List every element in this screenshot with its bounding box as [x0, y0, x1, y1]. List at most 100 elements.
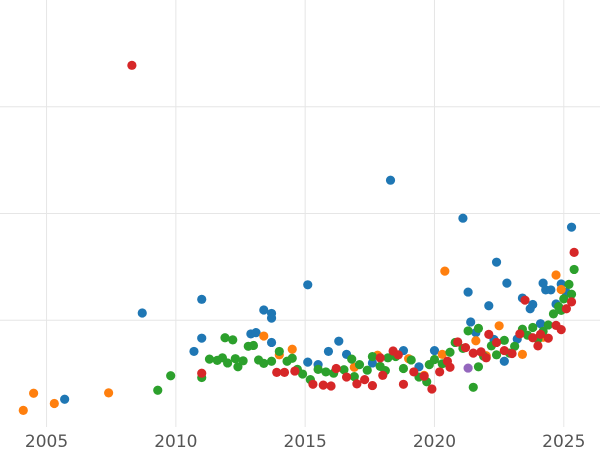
data-point-green	[566, 289, 577, 299]
data-point-green	[287, 353, 297, 363]
data-point-blue	[566, 222, 577, 232]
data-point-green	[362, 365, 372, 375]
data-point-orange	[517, 349, 528, 360]
data-points	[18, 60, 579, 415]
data-point-green	[463, 326, 473, 336]
data-point-blue	[546, 285, 556, 295]
data-point-green	[153, 385, 163, 395]
data-point-red	[419, 371, 429, 381]
data-point-orange	[556, 284, 566, 295]
grid-lines	[0, 0, 600, 427]
data-point-blue	[323, 346, 334, 357]
series-red	[127, 60, 579, 394]
data-point-green	[528, 322, 538, 333]
data-point-blue	[197, 294, 207, 304]
data-point-red	[520, 295, 530, 305]
data-point-red	[445, 362, 455, 372]
data-point-red	[460, 342, 471, 353]
data-point-blue	[266, 337, 277, 348]
data-point-green	[491, 350, 502, 360]
data-point-red	[290, 366, 300, 376]
data-point-red	[476, 347, 486, 357]
data-point-green	[445, 347, 455, 357]
data-point-green	[266, 356, 277, 366]
data-point-red	[308, 379, 318, 389]
data-point-green	[349, 372, 359, 382]
data-point-red	[360, 375, 370, 385]
data-point-red	[326, 381, 336, 391]
data-point-red	[393, 350, 403, 360]
data-point-green	[559, 294, 569, 304]
data-point-orange	[18, 405, 28, 415]
data-point-red	[535, 329, 546, 339]
data-point-red	[515, 329, 525, 339]
data-point-green	[233, 362, 243, 372]
data-point-red	[197, 368, 207, 378]
data-point-green	[297, 369, 308, 379]
data-point-red	[491, 337, 502, 348]
data-point-green	[339, 365, 349, 375]
data-point-blue	[502, 278, 512, 288]
data-point-orange	[440, 266, 450, 276]
data-point-green	[564, 279, 574, 289]
data-point-green	[429, 354, 440, 365]
data-point-red	[453, 337, 463, 347]
data-point-red	[352, 379, 362, 389]
data-point-orange	[494, 321, 504, 331]
data-point-red	[528, 333, 538, 343]
data-point-blue	[499, 356, 509, 366]
data-point-blue	[385, 175, 396, 185]
data-point-green	[548, 309, 559, 319]
data-point-green	[398, 363, 409, 374]
data-point-blue	[197, 333, 207, 343]
data-point-green	[354, 360, 365, 370]
data-point-red	[556, 325, 566, 335]
data-point-red	[569, 247, 579, 257]
series-purple	[463, 363, 473, 373]
data-point-green	[230, 354, 240, 364]
data-point-red	[566, 297, 577, 307]
data-point-blue	[458, 213, 468, 223]
data-point-red	[375, 353, 385, 363]
data-point-green	[473, 362, 484, 372]
data-point-green	[274, 346, 284, 357]
data-point-blue	[60, 394, 70, 404]
data-point-orange	[551, 270, 561, 280]
data-point-green	[367, 351, 378, 362]
data-point-blue	[367, 358, 378, 368]
data-point-orange	[104, 388, 114, 398]
data-point-blue	[303, 280, 313, 290]
data-point-blue	[466, 317, 476, 327]
data-point-green	[406, 355, 416, 365]
data-point-green	[220, 333, 230, 343]
data-point-orange	[471, 336, 481, 346]
series-blue	[60, 175, 577, 404]
data-point-red	[272, 367, 282, 377]
data-point-red	[507, 348, 517, 359]
data-point-green	[228, 335, 238, 345]
x-tick-label: 2010	[154, 432, 197, 450]
data-point-green	[313, 364, 323, 374]
data-point-blue	[491, 257, 502, 267]
data-point-red	[427, 384, 437, 394]
data-point-green	[543, 320, 553, 330]
data-point-orange	[29, 388, 39, 398]
data-point-green	[248, 340, 259, 351]
data-point-purple	[463, 363, 473, 373]
data-point-red	[533, 341, 543, 351]
data-point-blue	[137, 308, 147, 318]
data-point-blue	[259, 305, 269, 315]
data-point-red	[378, 370, 388, 380]
x-tick-label: 2005	[25, 432, 68, 450]
data-point-orange	[49, 398, 59, 409]
data-point-green	[347, 354, 357, 364]
data-point-blue	[535, 319, 546, 329]
data-point-red	[481, 353, 491, 363]
data-point-red	[468, 348, 478, 358]
data-point-red	[341, 372, 352, 382]
data-point-green	[166, 371, 176, 381]
data-point-red	[127, 60, 137, 70]
data-point-red	[398, 379, 409, 389]
data-point-blue	[528, 299, 538, 310]
